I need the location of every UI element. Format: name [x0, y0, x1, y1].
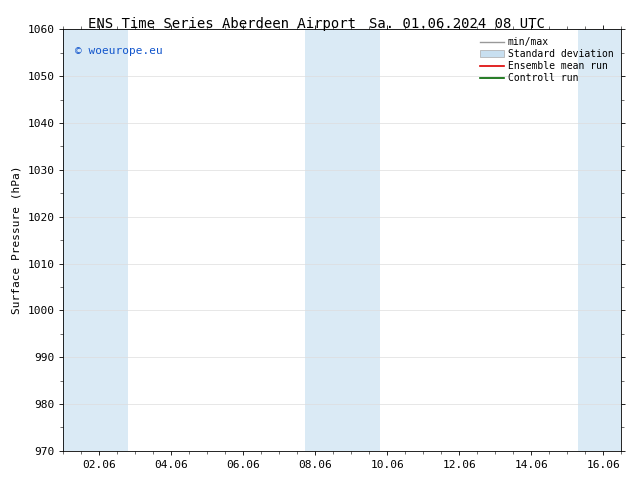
- Bar: [578, 29, 621, 451]
- Text: © woeurope.eu: © woeurope.eu: [75, 46, 162, 56]
- Y-axis label: Surface Pressure (hPa): Surface Pressure (hPa): [12, 166, 22, 315]
- Text: Sa. 01.06.2024 08 UTC: Sa. 01.06.2024 08 UTC: [368, 17, 545, 31]
- Text: ENS Time Series Aberdeen Airport: ENS Time Series Aberdeen Airport: [88, 17, 356, 31]
- Bar: [304, 29, 380, 451]
- Legend: min/max, Standard deviation, Ensemble mean run, Controll run: min/max, Standard deviation, Ensemble me…: [477, 34, 616, 86]
- Bar: [63, 29, 128, 451]
